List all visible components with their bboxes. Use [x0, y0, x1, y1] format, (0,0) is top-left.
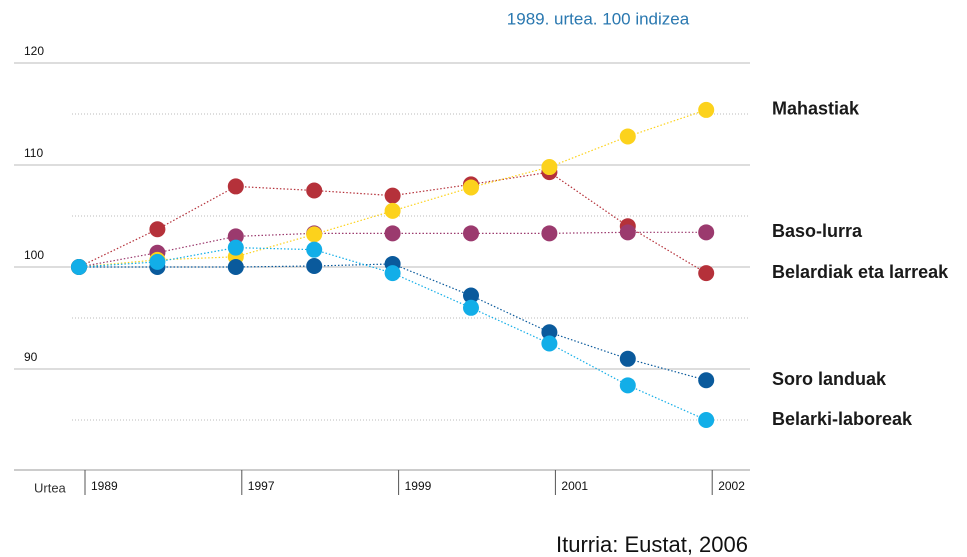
data-point — [384, 265, 401, 282]
data-point — [306, 257, 323, 274]
data-point — [227, 239, 244, 256]
y-tick-label: 110 — [24, 146, 43, 160]
data-point — [384, 202, 401, 219]
data-point — [463, 287, 479, 304]
data-point — [71, 259, 87, 275]
data-point — [698, 372, 715, 389]
data-point — [384, 187, 401, 204]
data-point — [463, 299, 479, 316]
data-point — [384, 225, 401, 242]
x-tick-label: 1989 — [91, 479, 118, 493]
series-line — [78, 109, 707, 268]
data-point — [149, 221, 166, 238]
data-point — [463, 225, 479, 242]
x-tick-label: 2001 — [561, 479, 588, 493]
data-point — [463, 179, 479, 196]
data-point — [149, 253, 166, 270]
data-point — [227, 228, 244, 245]
data-point — [619, 224, 636, 241]
series-line — [79, 263, 707, 381]
data-point — [698, 412, 715, 428]
data-point — [698, 224, 715, 241]
legend-label: Belarki-laboreak — [772, 409, 913, 429]
x-tick-label: 1997 — [248, 479, 275, 493]
data-point — [541, 335, 558, 352]
series-line — [78, 231, 707, 268]
data-point — [541, 324, 558, 341]
source: Iturria: Eustat, 2006 — [556, 532, 748, 557]
data-point — [619, 377, 636, 394]
data-point — [541, 225, 558, 242]
chart-subtitle: 1989. urtea. 100 indizea — [507, 9, 690, 28]
data-point — [306, 226, 323, 243]
data-point — [306, 182, 323, 199]
y-tick-label: 100 — [24, 248, 44, 262]
data-point — [698, 101, 715, 118]
data-point — [619, 350, 636, 367]
data-point — [227, 178, 244, 195]
legend-label: Mahastiak — [772, 99, 860, 119]
data-point — [227, 259, 244, 275]
x-tick-label: 1999 — [405, 479, 432, 493]
legend-label: Baso-lurra — [772, 221, 863, 241]
data-point — [619, 128, 636, 145]
data-point — [541, 159, 558, 176]
x-axis-label: Urtea — [34, 480, 67, 495]
y-tick-label: 90 — [24, 350, 38, 364]
data-point — [698, 265, 715, 282]
legend-label: Soro landuak — [772, 369, 887, 389]
data-point — [306, 241, 323, 258]
y-tick-label: 120 — [24, 44, 44, 58]
legend-label: Belardiak eta larreak — [772, 262, 949, 282]
x-tick-label: 2002 — [718, 479, 745, 493]
